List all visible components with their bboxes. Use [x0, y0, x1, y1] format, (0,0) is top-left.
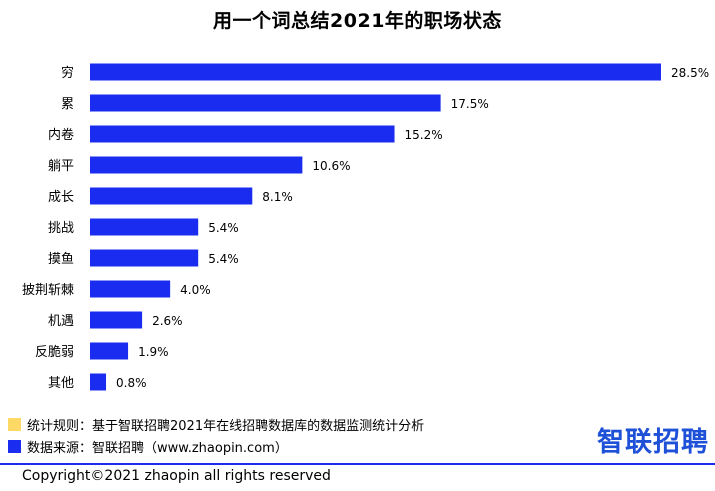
blue-square-icon	[8, 439, 21, 453]
value-label: 10.6%	[312, 159, 350, 173]
bar	[90, 156, 303, 174]
bar	[90, 342, 129, 360]
value-label: 15.2%	[405, 128, 443, 142]
category-label: 披荆斩棘	[22, 282, 74, 298]
category-label: 挑战	[48, 221, 74, 236]
bar	[90, 94, 441, 112]
value-label: 5.4%	[208, 252, 239, 266]
category-label: 内卷	[48, 127, 74, 143]
bar	[90, 311, 143, 329]
source-note-text: 数据来源：智联招聘（www.zhaopin.com）	[27, 440, 288, 456]
category-label: 机遇	[48, 314, 74, 329]
value-label: 4.0%	[180, 283, 211, 297]
source-note: 数据来源：智联招聘（www.zhaopin.com）	[8, 435, 424, 457]
category-label: 穷	[61, 65, 74, 81]
copyright-text: Copyright©2021 zhaopin all rights reserv…	[22, 468, 331, 484]
bar	[90, 373, 107, 391]
bar	[90, 125, 395, 143]
yellow-square-icon	[8, 417, 21, 431]
value-label: 1.9%	[138, 345, 169, 359]
category-label: 成长	[48, 190, 74, 205]
category-label: 反脆弱	[35, 344, 74, 360]
category-label: 其他	[48, 376, 74, 391]
category-label: 累	[61, 97, 74, 112]
method-note-text: 统计规则：基于智联招聘2021年在线招聘数据库的数据监测统计分析	[27, 418, 425, 434]
value-label: 5.4%	[208, 221, 239, 235]
bar	[90, 63, 661, 81]
value-label: 17.5%	[451, 97, 489, 111]
bar	[90, 187, 253, 205]
value-label: 0.8%	[116, 376, 147, 390]
footnotes: 统计规则：基于智联招聘2021年在线招聘数据库的数据监测统计分析 数据来源：智联…	[8, 413, 424, 457]
chart-title: 用一个词总结2021年的职场状态	[213, 10, 502, 32]
category-label: 躺平	[48, 158, 74, 174]
bar	[90, 249, 199, 267]
value-label: 8.1%	[262, 190, 293, 204]
bar	[90, 218, 199, 236]
bar	[90, 280, 171, 298]
value-label: 2.6%	[152, 314, 183, 328]
value-label: 28.5%	[671, 66, 709, 80]
category-label: 摸鱼	[48, 251, 74, 267]
zhaopin-logo: 智联招聘	[597, 427, 709, 458]
footer-divider	[0, 463, 715, 465]
bar-chart: 穷 28.5% 累 17.5% 内卷 15.2% 躺平 10.6% 成长 8.1% 挑战 5.4% 摸鱼…	[22, 63, 709, 391]
method-note: 统计规则：基于智联招聘2021年在线招聘数据库的数据监测统计分析	[8, 413, 424, 435]
